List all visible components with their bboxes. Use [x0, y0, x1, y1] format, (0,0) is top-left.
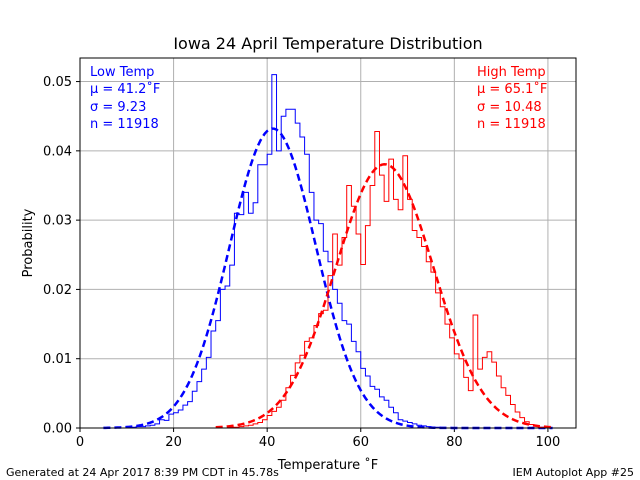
high-temp-legend: High Temp μ = 65.1˚F σ = 10.48 n = 11918: [477, 65, 547, 132]
x-tick-label: 40: [259, 435, 276, 450]
low-temp-legend-n: n = 11918: [90, 117, 159, 132]
plot-frame: [79, 57, 577, 429]
y-tick-label: 0.04: [43, 144, 72, 159]
grid-lines: [79, 58, 576, 429]
high-temp-histogram: [215, 130, 553, 429]
high-temp-normal-fit-line: [215, 162, 553, 429]
footer-app-text: IEM Autoplot App #25: [513, 466, 635, 479]
y-tick-label: 0.03: [43, 214, 72, 229]
low-temp-legend-sigma: σ = 9.23: [90, 100, 146, 115]
y-tick-label: 0.00: [43, 422, 72, 437]
x-tick-label: 0: [76, 435, 84, 450]
high-temp-legend-sigma: σ = 10.48: [477, 100, 542, 115]
y-tick-label: 0.02: [43, 283, 72, 298]
high-temp-legend-mu: μ = 65.1˚F: [477, 81, 547, 97]
x-tick-label: 60: [352, 435, 369, 450]
high-temp-legend-title: High Temp: [477, 65, 546, 80]
low-temp-legend-mu: μ = 41.2˚F: [90, 81, 160, 97]
low-temp-legend: Low Temp μ = 41.2˚F σ = 9.23 n = 11918: [90, 65, 160, 132]
x-tick-label: 100: [536, 435, 561, 450]
x-tick-label: 20: [165, 435, 182, 450]
x-tick-label: 80: [446, 435, 463, 450]
y-tick-label: 0.01: [43, 352, 72, 367]
y-axis-label: Probability: [21, 208, 36, 277]
y-tick-label: 0.05: [43, 75, 72, 90]
axis-ticks: 0 20 40 60 80 100 0.00 0.01 0.02 0.03 0.04 0.05: [43, 75, 560, 450]
low-temp-legend-title: Low Temp: [90, 65, 154, 80]
high-temp-legend-n: n = 11918: [477, 117, 546, 132]
footer-generated-text: Generated at 24 Apr 2017 8:39 PM CDT in …: [6, 466, 279, 479]
chart-title: Iowa 24 April Temperature Distribution: [173, 34, 482, 53]
x-axis-label: Temperature ˚F: [277, 457, 378, 473]
